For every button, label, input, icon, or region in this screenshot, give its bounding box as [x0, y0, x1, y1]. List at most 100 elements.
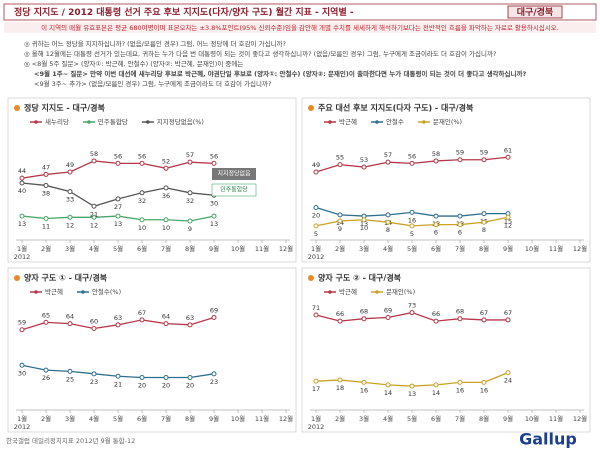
legend-swatch [146, 120, 150, 124]
x-tick-label: 1월 [17, 414, 27, 423]
data-point [163, 217, 169, 223]
data-point [91, 214, 97, 220]
data-label: 30 [18, 369, 26, 377]
x-tick-label: 1월 [311, 244, 321, 253]
data-point [337, 162, 343, 168]
data-label: 17 [312, 385, 320, 393]
data-label: 5 [314, 230, 318, 238]
data-point [481, 211, 487, 217]
legend-swatch [87, 120, 91, 124]
data-label: 8 [482, 226, 486, 234]
data-point [313, 205, 319, 210]
legend-swatch [375, 120, 379, 124]
data-point [457, 379, 463, 385]
data-label: 69 [210, 306, 218, 314]
x-tick-label: 6월 [137, 414, 147, 423]
year-label: 2012 [14, 423, 31, 431]
x-tick-label: 11월 [255, 244, 269, 253]
x-tick-label: 12월 [279, 244, 293, 253]
data-point [505, 154, 511, 160]
data-point [43, 216, 49, 222]
data-label: 32 [138, 197, 146, 205]
data-label: 64 [66, 313, 74, 321]
data-point [361, 217, 367, 223]
data-label: 63 [186, 314, 194, 322]
data-label: 9 [188, 225, 192, 233]
header-title: 정당 지지도 / 2012 대통령 선거 주요 후보 지지도(다자/양자 구도)… [14, 6, 354, 18]
x-tick-label: 2월 [41, 244, 51, 253]
x-tick-label: 3월 [65, 414, 75, 423]
x-tick-label: 12월 [573, 244, 587, 253]
data-label: 56 [114, 152, 122, 160]
data-point [211, 371, 217, 377]
data-label: 10 [162, 224, 170, 232]
data-label: 10 [360, 224, 368, 232]
x-tick-label: 10월 [525, 244, 539, 253]
data-point [211, 213, 217, 219]
x-tick-label: 4월 [383, 414, 393, 423]
legend-swatch [328, 290, 332, 294]
data-label: 49 [66, 161, 74, 169]
data-label: 12 [90, 221, 98, 229]
data-point [163, 165, 169, 171]
data-point [385, 314, 391, 320]
data-point [409, 310, 415, 316]
chart-panel [301, 97, 591, 263]
data-point [187, 190, 193, 196]
data-label: 38 [42, 189, 50, 197]
data-point [91, 203, 97, 209]
data-point [139, 217, 145, 223]
data-point [43, 171, 49, 177]
data-label: 16 [456, 386, 464, 394]
data-label: 16 [408, 216, 416, 224]
data-label: 61 [504, 146, 512, 154]
data-point [187, 159, 193, 165]
data-point [313, 169, 319, 175]
data-label: 32 [186, 197, 194, 205]
x-tick-label: 7월 [161, 244, 171, 253]
data-point [337, 318, 343, 324]
data-point [505, 214, 511, 220]
data-point [313, 312, 319, 318]
data-point [67, 214, 73, 220]
data-label: 23 [90, 378, 98, 386]
x-tick-label: 10월 [231, 244, 245, 253]
data-label: 27 [114, 203, 122, 211]
data-point [67, 189, 73, 195]
x-tick-label: 10월 [231, 414, 245, 423]
data-point [409, 383, 415, 389]
data-label: 40 [18, 187, 26, 195]
x-tick-label: 2월 [335, 244, 345, 253]
legend-label: 박근혜 [339, 287, 357, 296]
data-point [211, 160, 217, 166]
data-label: 14 [384, 389, 392, 397]
data-point [409, 209, 415, 215]
data-point [115, 213, 121, 219]
data-point [385, 382, 391, 388]
data-point [163, 375, 169, 380]
chart-title: 정당 지지도 - 대구/경북 [24, 103, 105, 113]
chart-title: 양자 구도 ② - 대구/경북 [318, 273, 402, 283]
region-label: 대구/경북 [517, 6, 553, 18]
data-label: 21 [90, 210, 98, 218]
legend-swatch [34, 290, 38, 294]
year-label: 2012 [308, 253, 325, 261]
title-bullet [308, 275, 314, 281]
data-label: 59 [18, 319, 26, 327]
data-label: 10 [138, 224, 146, 232]
data-label: 66 [336, 310, 344, 318]
data-label: 67 [480, 309, 488, 317]
data-label: 68 [360, 308, 368, 316]
legend-label: 지지정당없음(%) [157, 117, 204, 126]
x-tick-label: 3월 [65, 244, 75, 253]
data-point [409, 223, 415, 229]
legend-swatch [375, 290, 379, 294]
data-point [409, 160, 415, 166]
data-point [433, 222, 439, 228]
data-label: 18 [336, 384, 344, 392]
data-label: 53 [360, 156, 368, 164]
legend-label: 문재인(%) [433, 117, 462, 126]
data-label: 65 [42, 311, 50, 319]
x-tick-label: 7월 [455, 414, 465, 423]
data-label: 67 [504, 309, 512, 317]
